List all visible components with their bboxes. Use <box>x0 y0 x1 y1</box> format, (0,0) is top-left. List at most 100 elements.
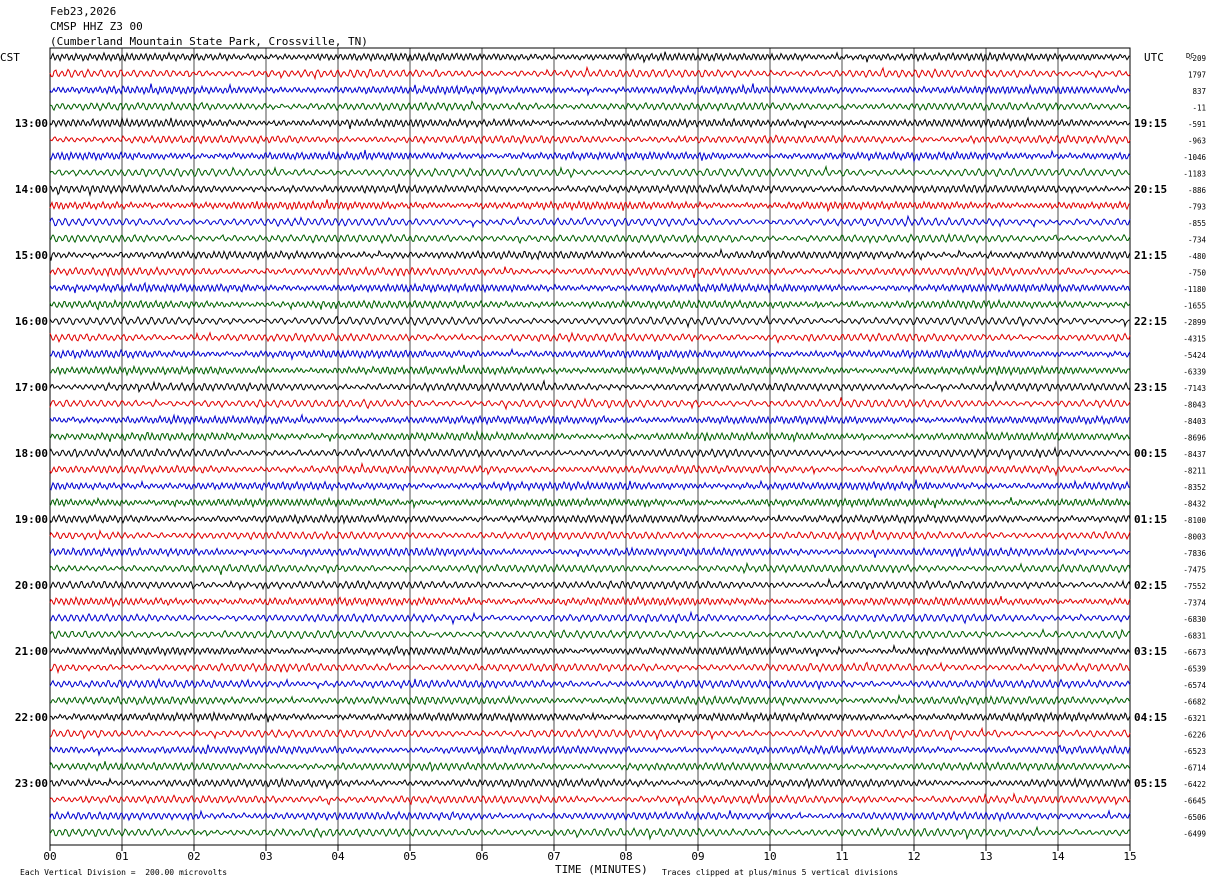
dc-offset-label: -6321 <box>1183 714 1206 723</box>
seismic-trace <box>49 825 1131 841</box>
seismic-trace <box>49 149 1131 163</box>
seismic-trace <box>49 331 1131 344</box>
dc-offset-label: -8352 <box>1183 483 1206 492</box>
seismic-trace <box>49 397 1131 411</box>
header-date: Feb23,2026 <box>50 5 117 18</box>
seismic-trace <box>49 479 1131 493</box>
dc-offset-label: -7836 <box>1183 549 1206 558</box>
clip-note: Traces clipped at plus/minus 5 vertical … <box>662 868 899 877</box>
dc-offset-label: -963 <box>1188 137 1206 146</box>
left-hour-label: 15:00 <box>15 249 48 262</box>
seismic-trace <box>49 214 1131 229</box>
right-hour-label: 22:15 <box>1134 315 1167 328</box>
seismic-trace <box>49 347 1131 361</box>
dc-offset-label: -6830 <box>1183 615 1206 624</box>
seismic-trace <box>49 413 1131 426</box>
left-hour-label: 18:00 <box>15 447 48 460</box>
seismic-trace <box>49 677 1131 691</box>
left-hour-label: 19:00 <box>15 513 48 526</box>
x-tick-label: 05 <box>403 850 416 863</box>
dc-offset-label: -480 <box>1188 252 1207 261</box>
dc-offset-label: -7475 <box>1183 566 1206 575</box>
seismic-trace <box>49 643 1131 657</box>
seismic-trace <box>49 710 1131 723</box>
x-tick-label: 03 <box>259 850 272 863</box>
right-hour-label: 21:15 <box>1134 249 1167 262</box>
seismic-trace <box>49 777 1131 790</box>
right-hour-label: 20:15 <box>1134 183 1167 196</box>
seismic-trace <box>49 116 1131 130</box>
right-hour-label: 00:15 <box>1134 447 1167 460</box>
dc-offset-label: -8003 <box>1183 533 1206 542</box>
left-timezone-label: CST <box>0 51 20 64</box>
header-station: CMSP HHZ Z3 00 <box>50 20 143 33</box>
seismic-trace <box>49 726 1131 741</box>
dc-offset-label: -6339 <box>1183 368 1206 377</box>
x-tick-label: 04 <box>331 850 345 863</box>
seismic-trace <box>49 364 1131 377</box>
dc-offset-label: -793 <box>1188 203 1206 212</box>
dc-offset-label: -209 <box>1188 54 1206 63</box>
seismic-trace <box>49 627 1131 640</box>
dc-offset-label: 837 <box>1192 87 1206 96</box>
dc-offset-label: -1655 <box>1183 302 1206 311</box>
seismic-trace <box>49 164 1131 179</box>
dc-offset-label: -8696 <box>1183 434 1206 443</box>
dc-offset-label: -11 <box>1192 104 1206 113</box>
seismic-trace <box>49 461 1131 477</box>
right-hour-label: 19:15 <box>1134 117 1167 130</box>
dc-offset-label: -855 <box>1188 219 1206 228</box>
seismic-trace <box>49 247 1131 261</box>
dc-offset-label: -591 <box>1188 120 1206 129</box>
seismic-trace <box>49 199 1131 213</box>
left-hour-label: 14:00 <box>15 183 48 196</box>
dc-offset-label: -8403 <box>1183 417 1206 426</box>
left-hour-label: 20:00 <box>15 579 48 592</box>
seismic-trace <box>49 496 1131 510</box>
x-tick-label: 13 <box>979 850 992 863</box>
dc-offset-label: -7143 <box>1183 384 1206 393</box>
left-hour-label: 21:00 <box>15 645 48 658</box>
dc-offset-label: -7552 <box>1183 582 1206 591</box>
right-hour-label: 01:15 <box>1134 513 1167 526</box>
dc-offset-label: -750 <box>1188 269 1207 278</box>
dc-offset-label: -6673 <box>1183 648 1206 657</box>
seismic-trace <box>49 546 1131 558</box>
dc-offset-label: -7374 <box>1183 599 1206 608</box>
x-tick-label: 02 <box>187 850 200 863</box>
plot-frame <box>49 47 1131 846</box>
dc-offset-label: 1797 <box>1188 71 1206 80</box>
seismic-trace <box>49 379 1131 394</box>
seismic-trace <box>49 761 1131 773</box>
x-tick-label: 12 <box>907 850 920 863</box>
dc-offset-label: -734 <box>1188 236 1207 245</box>
left-hour-label: 13:00 <box>15 117 48 130</box>
seismic-trace <box>49 65 1131 81</box>
header-location: (Cumberland Mountain State Park, Crossvi… <box>50 35 368 48</box>
seismic-trace <box>49 693 1131 707</box>
seismic-trace <box>49 183 1131 197</box>
dc-offset-label: -4315 <box>1183 335 1206 344</box>
x-tick-label: 06 <box>475 850 488 863</box>
left-hour-label: 16:00 <box>15 315 48 328</box>
right-hour-label: 05:15 <box>1134 777 1167 790</box>
dc-offset-label: -6422 <box>1183 780 1206 789</box>
x-tick-label: 08 <box>619 850 632 863</box>
dc-offset-label: -8432 <box>1183 500 1206 509</box>
seismic-trace <box>49 792 1131 807</box>
seismic-trace <box>49 429 1131 443</box>
dc-offset-label: -6539 <box>1183 665 1206 674</box>
seismic-trace <box>49 51 1131 64</box>
x-tick-label: 14 <box>1051 850 1065 863</box>
x-tick-label: 01 <box>115 850 128 863</box>
dc-header-label: DC <box>1186 52 1194 60</box>
left-hour-label: 22:00 <box>15 711 48 724</box>
seismic-trace <box>49 744 1131 757</box>
dc-offset-label: -6714 <box>1183 764 1206 773</box>
right-hour-label: 02:15 <box>1134 579 1167 592</box>
dc-offset-label: -1183 <box>1183 170 1206 179</box>
dc-offset-label: -8211 <box>1183 467 1206 476</box>
x-tick-label: 07 <box>547 850 560 863</box>
dc-offset-label: -886 <box>1188 186 1207 195</box>
